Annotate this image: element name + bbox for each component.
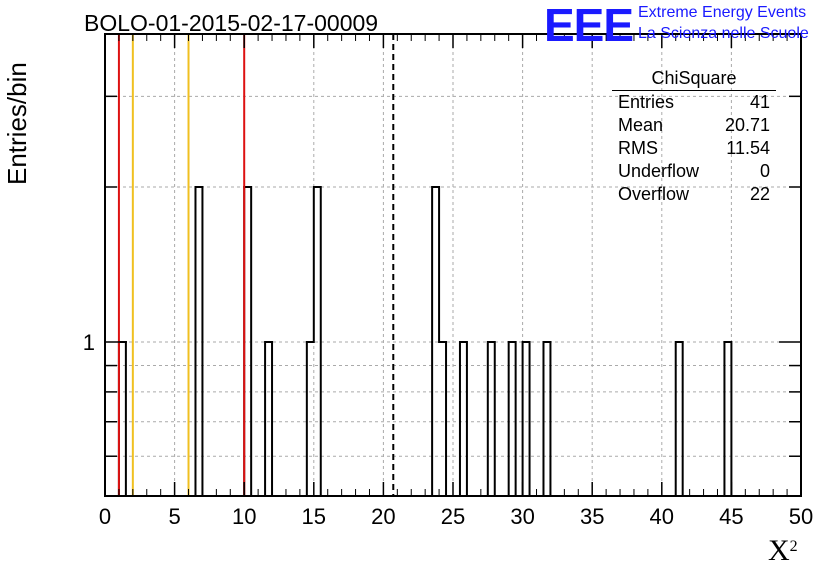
x-tick-label: 30 bbox=[510, 504, 534, 529]
logo-line-1: Extreme Energy Events bbox=[638, 4, 807, 21]
x-axis-label: X2 bbox=[768, 534, 798, 568]
stats-row-entries: Entries 41 bbox=[612, 91, 776, 114]
y-axis-label: Entries/bin bbox=[2, 62, 32, 185]
stats-row-underflow: Underflow 0 bbox=[612, 160, 776, 183]
x-tick-label: 10 bbox=[232, 504, 256, 529]
chart-title: BOLO-01-2015-02-17-00009 bbox=[84, 10, 379, 36]
stats-value: 20.71 bbox=[724, 115, 770, 135]
x-axis-label-base: X bbox=[768, 534, 790, 567]
x-tick-label: 0 bbox=[99, 504, 111, 529]
logo-letters: EEE bbox=[544, 0, 634, 51]
x-tick-label: 40 bbox=[650, 504, 674, 529]
stats-title: ChiSquare bbox=[612, 66, 776, 91]
stats-label: Mean bbox=[618, 115, 664, 135]
x-tick-label: 50 bbox=[789, 504, 813, 529]
stats-value: 41 bbox=[749, 92, 770, 112]
stats-label: RMS bbox=[618, 138, 658, 158]
stats-label: Underflow bbox=[618, 161, 700, 181]
x-tick-label: 5 bbox=[168, 504, 180, 529]
logo-line-2: La Scienza nelle Scuole bbox=[638, 25, 809, 42]
x-tick-label: 45 bbox=[719, 504, 743, 529]
stats-row-overflow: Overflow 22 bbox=[612, 183, 776, 206]
x-tick-label: 25 bbox=[441, 504, 465, 529]
stats-value: 22 bbox=[749, 184, 770, 204]
stats-label: Overflow bbox=[618, 184, 690, 204]
stats-label: Entries bbox=[618, 92, 675, 112]
x-axis-label-superscript: 2 bbox=[789, 538, 798, 555]
stats-value: 11.54 bbox=[726, 138, 770, 158]
x-tick-label: 35 bbox=[580, 504, 604, 529]
stats-value: 0 bbox=[759, 161, 770, 181]
x-tick-label: 15 bbox=[302, 504, 326, 529]
stats-row-rms: RMS 11.54 bbox=[612, 137, 776, 160]
stats-row-mean: Mean 20.71 bbox=[612, 114, 776, 137]
eee-logo: EEE Extreme Energy Events La Scienza nel… bbox=[544, 0, 809, 51]
x-tick-label: 20 bbox=[371, 504, 395, 529]
y-tick-label: 1 bbox=[83, 330, 95, 355]
stats-box: ChiSquare Entries 41 Mean 20.71 RMS 11.5… bbox=[612, 66, 776, 206]
